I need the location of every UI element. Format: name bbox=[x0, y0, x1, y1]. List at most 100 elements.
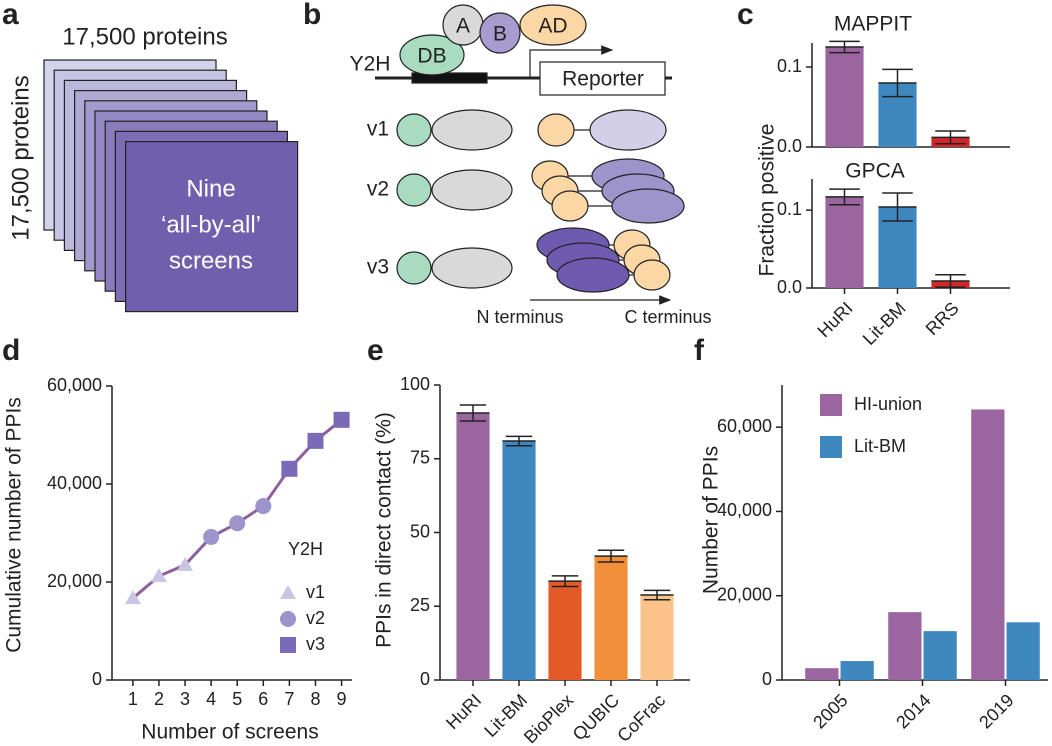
y-tick-label: 60,000 bbox=[717, 416, 772, 436]
legend-marker bbox=[280, 611, 296, 627]
x-tick-label: 4 bbox=[206, 689, 216, 709]
y-tick-label: 0.1 bbox=[777, 56, 802, 76]
version-label: v1 bbox=[367, 118, 389, 141]
y-tick-label: 0.0 bbox=[777, 277, 802, 297]
y-tick-label: 20,000 bbox=[717, 584, 772, 604]
marker bbox=[124, 590, 141, 605]
error-bar bbox=[825, 40, 864, 54]
marker bbox=[177, 556, 194, 571]
domain bbox=[611, 188, 685, 224]
marker bbox=[281, 460, 298, 477]
panel-label: a bbox=[2, 0, 19, 31]
y-tick-label: 0 bbox=[762, 669, 772, 689]
version-label: v3 bbox=[367, 256, 389, 279]
domain bbox=[551, 190, 589, 222]
bar bbox=[825, 196, 864, 288]
domain bbox=[431, 247, 513, 289]
legend-label: HI-union bbox=[854, 394, 922, 414]
marker bbox=[229, 515, 246, 532]
error-bar bbox=[640, 589, 674, 601]
x-tick-label: HuRI bbox=[442, 690, 485, 733]
part-label: A bbox=[456, 15, 470, 38]
sheet bbox=[124, 141, 299, 313]
y-tick-label: 25 bbox=[410, 595, 430, 615]
bar bbox=[640, 595, 674, 680]
domain bbox=[633, 259, 671, 291]
side-label: 17,500 proteins bbox=[7, 75, 34, 240]
x-tick-label: 5 bbox=[232, 689, 242, 709]
box-text: Nine bbox=[186, 175, 235, 202]
domain bbox=[556, 257, 630, 293]
bar bbox=[840, 661, 874, 680]
error-bar bbox=[878, 68, 917, 98]
domain bbox=[396, 113, 432, 147]
y-tick-label: 40,000 bbox=[47, 473, 102, 493]
x-tick-label: 8 bbox=[310, 689, 320, 709]
error-bar bbox=[502, 435, 536, 447]
domain bbox=[537, 113, 575, 147]
bar bbox=[1006, 622, 1040, 680]
error-bar bbox=[456, 404, 490, 422]
marker bbox=[307, 432, 324, 449]
y-tick-label: 0 bbox=[92, 669, 102, 689]
y-axis-label: PPIs in direct contact (%) bbox=[373, 412, 396, 648]
sheet-stack bbox=[43, 59, 299, 313]
marker bbox=[255, 498, 272, 515]
bar bbox=[456, 413, 490, 680]
y-tick-label: 100 bbox=[400, 374, 430, 394]
x-tick-label: HuRI bbox=[814, 298, 857, 341]
chart-title: GPCA bbox=[845, 160, 905, 183]
part-label: AD bbox=[538, 15, 567, 38]
y-axis-label: Cumulative number of PPIs bbox=[3, 397, 26, 653]
x-tick-label: 2019 bbox=[975, 690, 1017, 732]
marker bbox=[333, 411, 350, 428]
x-tick-label: 1 bbox=[128, 689, 138, 709]
bar bbox=[923, 631, 957, 680]
x-tick-label: BioPlex bbox=[520, 690, 577, 746]
part-label: B bbox=[493, 23, 507, 46]
domain bbox=[396, 251, 432, 285]
domain bbox=[396, 173, 432, 207]
marker bbox=[203, 528, 220, 545]
domain bbox=[431, 169, 513, 211]
x-tick-label: 2 bbox=[154, 689, 164, 709]
legend-marker bbox=[280, 637, 296, 653]
part-label: DB bbox=[417, 45, 446, 68]
error-bar bbox=[594, 549, 628, 563]
bar bbox=[888, 612, 922, 680]
error-bar bbox=[548, 575, 582, 588]
panel-label: c bbox=[737, 0, 754, 31]
legend-title: Y2H bbox=[288, 539, 323, 559]
box-text: ‘all-by-all’ bbox=[161, 211, 261, 238]
x-tick-label: 7 bbox=[284, 689, 294, 709]
legend-label: Lit-BM bbox=[854, 436, 906, 456]
terminus-label: C terminus bbox=[624, 307, 711, 327]
panel-label: f bbox=[694, 334, 705, 367]
x-tick-label: 2014 bbox=[892, 690, 934, 732]
bar bbox=[805, 668, 839, 680]
legend-label: v1 bbox=[306, 582, 325, 602]
error-bar bbox=[878, 192, 917, 222]
y-axis-label: Fraction positive bbox=[756, 124, 779, 277]
version-label: v2 bbox=[367, 178, 389, 201]
x-tick-label: 9 bbox=[337, 689, 347, 709]
y2h-diagram bbox=[375, 4, 685, 305]
reporter-label: Reporter bbox=[562, 68, 644, 91]
bar bbox=[971, 409, 1005, 680]
error-bar bbox=[931, 274, 970, 288]
x-tick-label: RRS bbox=[922, 298, 963, 339]
box-text: screens bbox=[169, 247, 253, 274]
error-bar bbox=[931, 130, 970, 145]
bar bbox=[594, 556, 628, 680]
x-axis-label: Number of screens bbox=[141, 721, 318, 744]
terminus-label: N terminus bbox=[476, 307, 563, 327]
y-tick-label: 50 bbox=[410, 521, 430, 541]
y-tick-label: 75 bbox=[410, 448, 430, 468]
y-tick-label: 20,000 bbox=[47, 571, 102, 591]
legend-swatch bbox=[820, 394, 842, 416]
x-tick-label: 3 bbox=[180, 689, 190, 709]
y-tick-label: 60,000 bbox=[47, 375, 102, 395]
assay-label: Y2H bbox=[350, 53, 391, 76]
panel-label: e bbox=[367, 334, 384, 367]
